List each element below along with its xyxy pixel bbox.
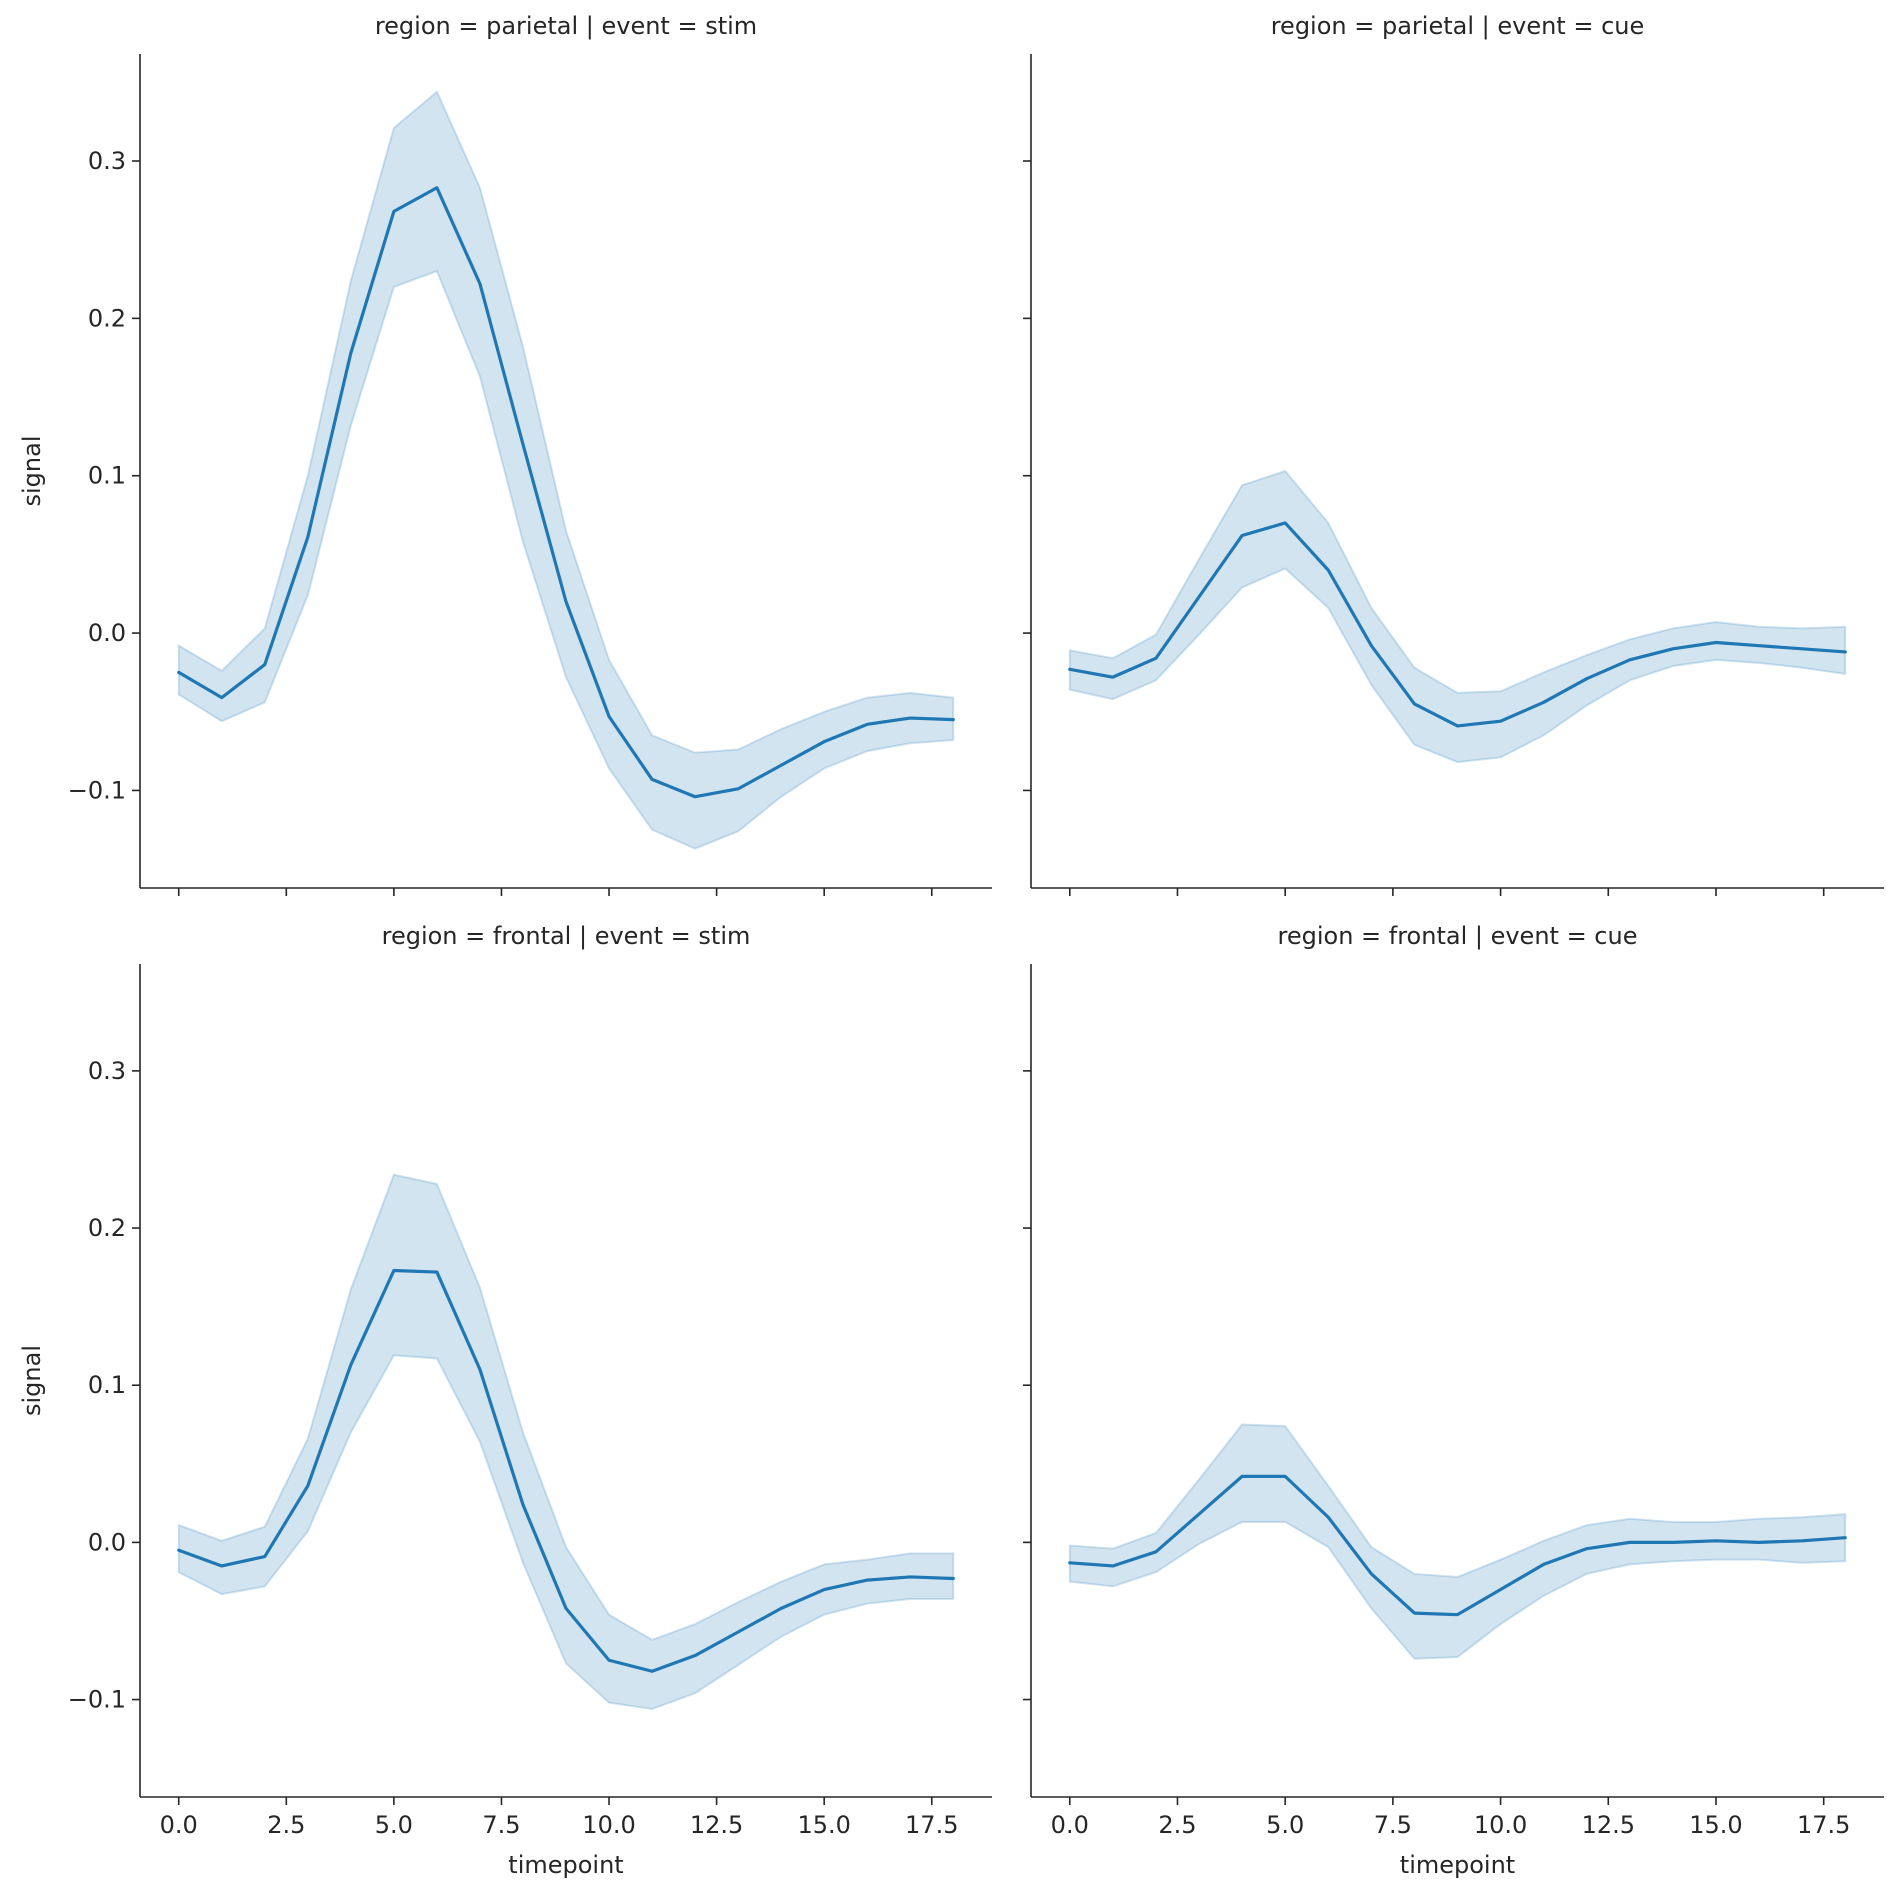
x-tick-label: 7.5: [1374, 1811, 1412, 1839]
confidence-band: [1068, 1423, 1847, 1660]
y-tick-label: −0.1: [68, 1686, 126, 1714]
facet-panel-4: region = frontal | event = cue 0.0 2.5 5.0 7…: [1023, 922, 1884, 1879]
x-tick-label: 2.5: [1158, 1811, 1196, 1839]
x-tick-label: 7.5: [482, 1811, 520, 1839]
x-tick-label: 5.0: [1266, 1811, 1304, 1839]
x-tick-label: 17.5: [1797, 1811, 1850, 1839]
x-tick-label: 15.0: [797, 1811, 850, 1839]
x-tick-label: 17.5: [905, 1811, 958, 1839]
facet-panel-1: region = parietal | event = stim −0.1 0.0 0…: [18, 12, 992, 896]
x-tick-label: 0.0: [160, 1811, 198, 1839]
x-axis-label: timepoint: [508, 1851, 623, 1879]
y-tick-label: −0.1: [68, 776, 126, 804]
confidence-band: [177, 1173, 955, 1711]
x-tick-label: 2.5: [267, 1811, 305, 1839]
x-tick-label: 12.5: [690, 1811, 743, 1839]
facet-title: region = frontal | event = stim: [382, 922, 751, 950]
x-tick-label: 0.0: [1051, 1811, 1089, 1839]
y-tick-label: 0.3: [88, 147, 126, 175]
facet-panel-2: region = parietal | event = cue: [1023, 12, 1884, 896]
x-tick-label: 12.5: [1582, 1811, 1635, 1839]
y-tick-label: 0.1: [88, 462, 126, 490]
x-tick-label: 10.0: [1474, 1811, 1527, 1839]
y-tick-label: 0.0: [88, 619, 126, 647]
y-axis-label: signal: [18, 436, 46, 507]
y-axis-label: signal: [18, 1345, 46, 1416]
y-tick-label: 0.3: [88, 1057, 126, 1085]
x-axis-label: timepoint: [1400, 1851, 1515, 1879]
mean-line: [1068, 521, 1847, 728]
mean-line: [1068, 1474, 1847, 1617]
facet-panel-3: region = frontal | event = stim −0.1 0.0 0.…: [18, 922, 992, 1879]
x-tick-label: 10.0: [582, 1811, 635, 1839]
x-tick-label: 5.0: [375, 1811, 413, 1839]
y-tick-label: 0.1: [88, 1371, 126, 1399]
x-tick-label: 15.0: [1689, 1811, 1742, 1839]
confidence-band: [1068, 469, 1847, 764]
mean-line: [177, 186, 955, 799]
y-tick-label: 0.2: [88, 1214, 126, 1242]
mean-line: [177, 1268, 955, 1673]
y-tick-label: 0.0: [88, 1528, 126, 1556]
facet-title: region = frontal | event = cue: [1278, 922, 1638, 950]
facet-title: region = parietal | event = stim: [375, 12, 757, 40]
y-tick-label: 0.2: [88, 304, 126, 332]
facet-title: region = parietal | event = cue: [1271, 12, 1645, 40]
